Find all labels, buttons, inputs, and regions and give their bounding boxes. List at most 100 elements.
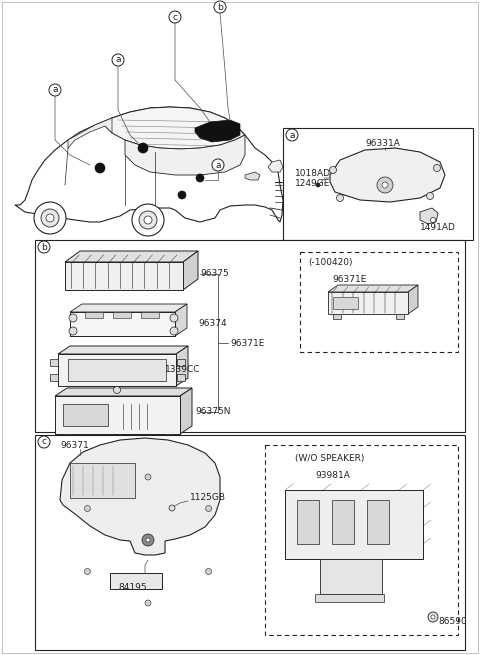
Bar <box>35 240 465 432</box>
Polygon shape <box>58 346 188 354</box>
Polygon shape <box>408 285 418 314</box>
Text: 93981A: 93981A <box>315 470 350 479</box>
Circle shape <box>431 615 435 619</box>
Polygon shape <box>60 438 220 555</box>
Polygon shape <box>15 107 283 222</box>
Circle shape <box>139 211 157 229</box>
Bar <box>70 463 135 498</box>
Text: (-100420): (-100420) <box>308 259 352 267</box>
Bar <box>333 297 358 309</box>
Ellipse shape <box>336 162 434 208</box>
Bar <box>35 435 465 650</box>
Text: c: c <box>172 12 178 22</box>
Circle shape <box>170 314 178 322</box>
Text: 96371E: 96371E <box>332 276 366 284</box>
Circle shape <box>196 174 204 182</box>
Circle shape <box>69 314 77 322</box>
Circle shape <box>146 538 150 542</box>
Text: 96375: 96375 <box>200 269 229 278</box>
Bar <box>283 128 473 240</box>
Polygon shape <box>268 160 283 172</box>
Circle shape <box>84 506 90 512</box>
Polygon shape <box>105 107 245 149</box>
Text: 96375N: 96375N <box>195 407 230 417</box>
Text: 96371: 96371 <box>60 441 89 449</box>
Text: a: a <box>52 86 58 94</box>
Text: 1339CC: 1339CC <box>165 365 201 375</box>
Circle shape <box>34 202 66 234</box>
Ellipse shape <box>131 524 165 555</box>
Bar <box>50 374 58 381</box>
Bar <box>141 312 159 318</box>
Text: 86590: 86590 <box>438 616 467 626</box>
Ellipse shape <box>120 514 176 566</box>
Bar <box>65 262 183 290</box>
Text: a: a <box>215 160 221 170</box>
Text: 84195: 84195 <box>118 582 146 591</box>
Circle shape <box>286 129 298 141</box>
Text: b: b <box>41 242 47 252</box>
Circle shape <box>316 183 320 187</box>
Circle shape <box>84 569 90 574</box>
Circle shape <box>95 163 105 173</box>
Circle shape <box>38 436 50 448</box>
Bar <box>320 559 382 593</box>
Circle shape <box>145 600 151 606</box>
Bar <box>315 593 384 602</box>
Polygon shape <box>55 396 180 434</box>
Text: a: a <box>289 130 295 140</box>
Polygon shape <box>68 118 112 148</box>
Ellipse shape <box>369 178 401 193</box>
Text: 1125GB: 1125GB <box>190 493 226 502</box>
Text: 96371E: 96371E <box>230 339 264 348</box>
Ellipse shape <box>83 480 213 600</box>
Text: 1491AD: 1491AD <box>420 223 456 233</box>
Ellipse shape <box>348 168 422 202</box>
Bar <box>113 312 131 318</box>
Text: 96374: 96374 <box>198 320 227 329</box>
Polygon shape <box>328 285 418 292</box>
Bar <box>297 500 319 544</box>
Circle shape <box>49 84 61 96</box>
Circle shape <box>212 159 224 171</box>
Bar <box>396 314 404 319</box>
Circle shape <box>112 54 124 66</box>
Text: 1249GE: 1249GE <box>295 179 330 187</box>
Text: c: c <box>41 438 47 447</box>
Circle shape <box>382 182 388 188</box>
Circle shape <box>336 195 344 202</box>
Circle shape <box>433 164 441 172</box>
Polygon shape <box>420 208 438 224</box>
Circle shape <box>145 474 151 480</box>
Circle shape <box>427 193 433 200</box>
Circle shape <box>428 612 438 622</box>
Bar <box>165 434 173 440</box>
Bar <box>58 354 176 386</box>
Polygon shape <box>183 251 198 290</box>
Circle shape <box>170 327 178 335</box>
Polygon shape <box>175 304 187 336</box>
Circle shape <box>377 177 393 193</box>
Polygon shape <box>330 148 445 202</box>
Bar <box>367 500 389 544</box>
Bar <box>265 445 458 635</box>
Bar <box>68 359 166 381</box>
Circle shape <box>144 216 152 224</box>
Bar <box>110 573 162 589</box>
Polygon shape <box>180 388 192 434</box>
Bar <box>328 292 408 314</box>
Bar <box>177 374 185 381</box>
Bar <box>332 500 354 544</box>
Text: (W/O SPEAKER): (W/O SPEAKER) <box>295 453 364 462</box>
Polygon shape <box>195 120 240 142</box>
Bar <box>50 359 58 366</box>
Text: b: b <box>217 3 223 12</box>
Bar <box>63 404 108 426</box>
Bar <box>285 490 423 559</box>
Circle shape <box>138 143 148 153</box>
Polygon shape <box>176 346 188 386</box>
Circle shape <box>169 505 175 511</box>
Bar <box>333 314 341 319</box>
Polygon shape <box>125 135 245 175</box>
Circle shape <box>46 214 54 222</box>
